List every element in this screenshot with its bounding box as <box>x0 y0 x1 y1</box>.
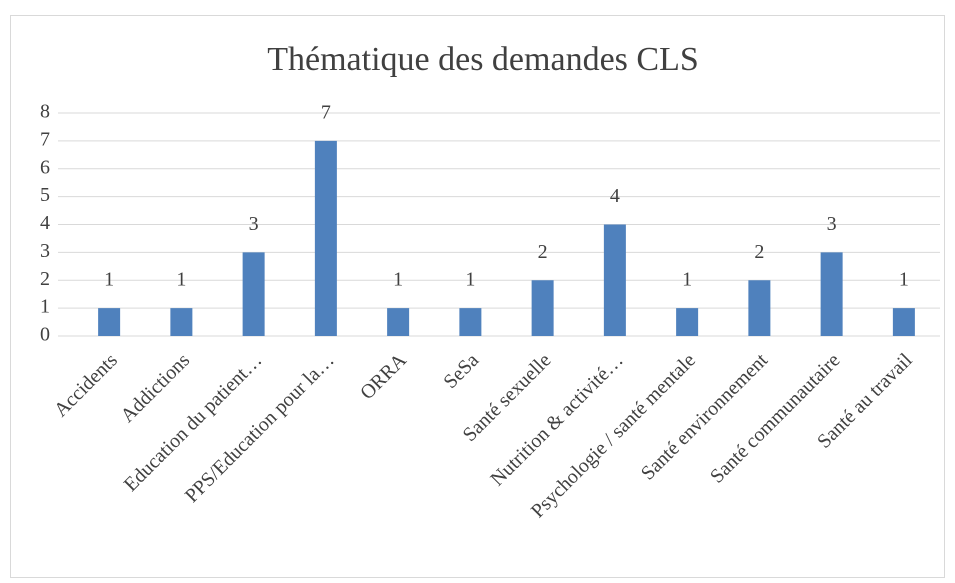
bar <box>531 280 554 336</box>
y-tick-label: 3 <box>40 240 50 262</box>
data-label: 7 <box>321 101 331 123</box>
chart-frame <box>10 15 945 578</box>
data-label: 3 <box>827 213 837 235</box>
y-tick-label: 1 <box>40 296 50 318</box>
data-label: 1 <box>465 269 475 291</box>
chart-title: Thématique des demandes CLS <box>267 41 699 78</box>
bar <box>170 308 193 336</box>
data-label: 3 <box>249 213 259 235</box>
bar <box>242 252 265 336</box>
data-label: 1 <box>393 269 403 291</box>
data-label: 4 <box>610 185 620 207</box>
bar <box>676 308 699 336</box>
data-label: 1 <box>176 269 186 291</box>
bar <box>820 252 843 336</box>
bar <box>459 308 482 336</box>
data-label: 1 <box>899 269 909 291</box>
y-tick-label: 0 <box>40 324 50 346</box>
y-tick-label: 5 <box>40 184 50 206</box>
bar <box>892 308 915 336</box>
bar <box>314 140 337 336</box>
data-label: 2 <box>754 241 764 263</box>
y-tick-label: 6 <box>40 156 50 178</box>
y-tick-label: 4 <box>40 212 50 234</box>
data-label: 2 <box>538 241 548 263</box>
y-tick-label: 7 <box>40 128 50 150</box>
data-label: 1 <box>104 269 114 291</box>
bar <box>98 308 121 336</box>
bar <box>387 308 410 336</box>
bar <box>603 224 626 336</box>
y-tick-label: 8 <box>40 101 50 123</box>
data-label: 1 <box>682 269 692 291</box>
bar <box>748 280 771 336</box>
y-tick-label: 2 <box>40 268 50 290</box>
